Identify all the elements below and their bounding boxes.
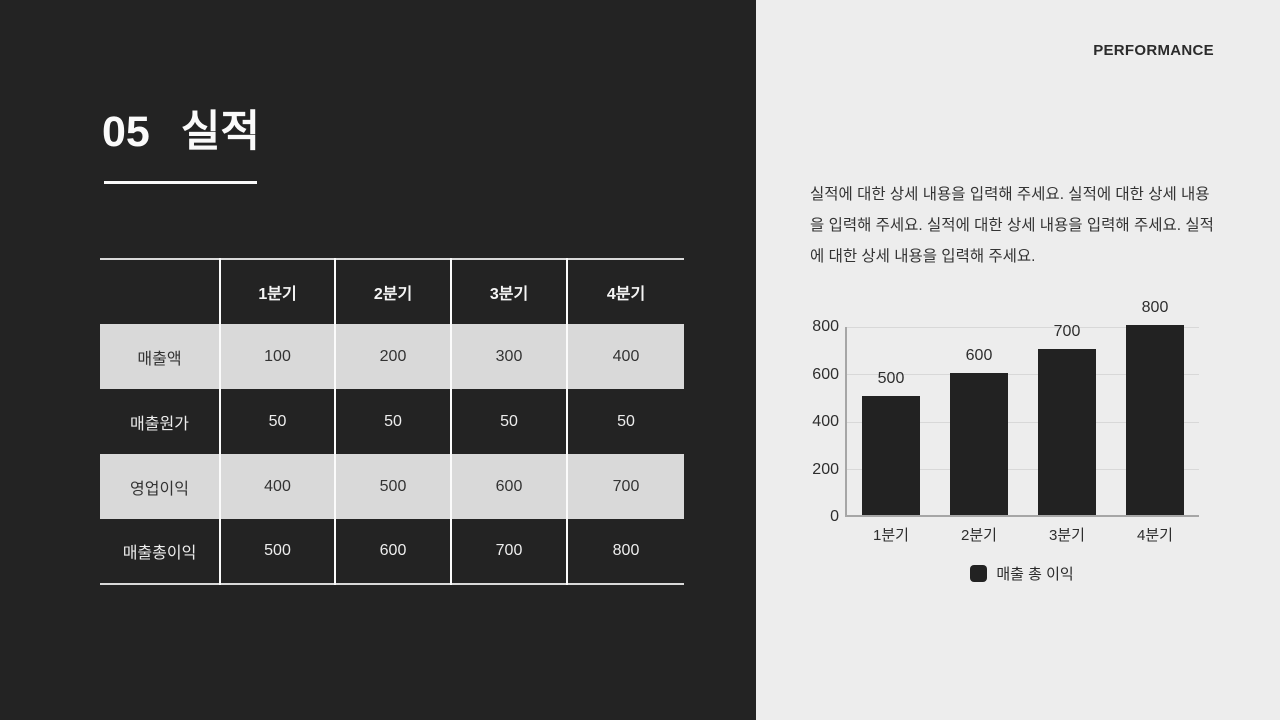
gridline [847,326,1199,328]
row-label: 매출총이익 [122,545,197,562]
section-title-block: 05 실적 [102,108,260,157]
y-tick-label: 800 [812,318,839,335]
description-text: 실적에 대한 상세 내용을 입력해 주세요. 실적에 대한 상세 내용을 입력해… [810,186,1214,265]
chart-plot: 0 200 400 600 800 500 1분기 600 2분기 700 3분기 800 4분기 [812,299,1199,544]
table-corner-cell [100,259,220,324]
bar [950,372,1008,515]
table-row: 매출액 100 200 300 400 [100,324,684,389]
x-tick-label: 1분기 [873,527,909,544]
y-tick-label: 400 [812,413,839,430]
x-tick-label: 4분기 [1137,527,1173,544]
table-cell: 100 [219,324,335,389]
table-cell: 600 [450,454,567,519]
table-cell: 500 [334,454,451,519]
table-header-row: 1분기 2분기 3분기 4분기 [100,259,684,324]
table-cell: 500 [219,519,335,584]
table-row: 영업이익 400 500 600 700 [100,454,684,519]
bar-data-label: 700 [1053,322,1081,340]
bar-data-label: 800 [1141,299,1169,316]
x-tick-label: 2분기 [961,527,997,544]
table-row: 매출원가 50 50 50 50 [100,389,684,454]
table-cell: 600 [334,519,451,584]
section-number: 05 [102,108,150,156]
bar-column: 500 1분기 [847,327,935,544]
table-header-cell: 2분기 [334,259,451,324]
table-cell: 700 [566,454,684,519]
page-title: 실적 [180,108,260,156]
gridline [847,374,1199,375]
bar-data-label: 500 [877,370,905,388]
left-panel: 05 실적 1분기 2분기 3분기 4분기 매출액 100 200 300 400 매출원가 50… [0,0,756,720]
table-cell: 400 [566,324,684,389]
y-tick-label: 200 [812,460,839,478]
chart-legend: 매출 총 이익 [845,563,1199,584]
performance-table: 1분기 2분기 3분기 4분기 매출액 100 200 300 400 매출원가 50 50 50 50… [100,258,684,585]
table-cell: 50 [334,389,451,454]
bar-column: 800 4분기 [1111,299,1199,544]
row-label: 매출액 [100,324,220,389]
gridline [847,421,1199,423]
table-cell: 400 [219,454,335,519]
table-header-cell: 1분기 [219,259,335,324]
table-header-cell: 4분기 [566,259,684,324]
table-cell: 700 [450,519,567,584]
bar-column: 700 3분기 [1023,323,1111,544]
performance-header: PERFORMANCE [1093,42,1214,59]
row-label: 영업이익 [100,454,220,519]
bar [1126,325,1184,515]
legend-swatch-icon [970,565,988,582]
table-cell: 50 [566,389,684,454]
x-tick-label: 3분기 [1049,527,1085,544]
bar-chart: 0 200 400 600 800 500 1분기 600 2분기 700 3분기 800 4분기 매출… [812,299,1199,584]
bar-column: 600 2분기 [935,327,1023,544]
right-panel: PERFORMANCE 실적에 대한 상세 내용을 입력해 주세요. 실적에 대… [756,0,1280,720]
legend-label: 매출 총 이익 [996,566,1074,583]
gridline [847,469,1199,470]
y-tick-label: 600 [812,365,839,383]
table-cell: 50 [219,389,335,454]
table-cell: 300 [450,324,567,389]
bar [862,396,920,515]
table-cell: 200 [334,324,451,389]
table-cell: 50 [450,389,567,454]
y-tick-label: 0 [830,508,839,525]
table-cell: 800 [566,519,684,584]
table-row: 매출총이익 500 600 700 800 [100,519,684,584]
bars-group: 500 1분기 600 2분기 700 3분기 800 4분기 [847,299,1199,544]
table-body: 매출액 100 200 300 400 매출원가 50 50 50 50 영업이익 400 500 600… [100,324,684,584]
title-underline [104,181,257,184]
row-label: 매출원가 [130,415,189,433]
bar [1038,348,1096,515]
bar-data-label: 600 [965,346,993,364]
table-header-cell: 3분기 [450,259,567,324]
